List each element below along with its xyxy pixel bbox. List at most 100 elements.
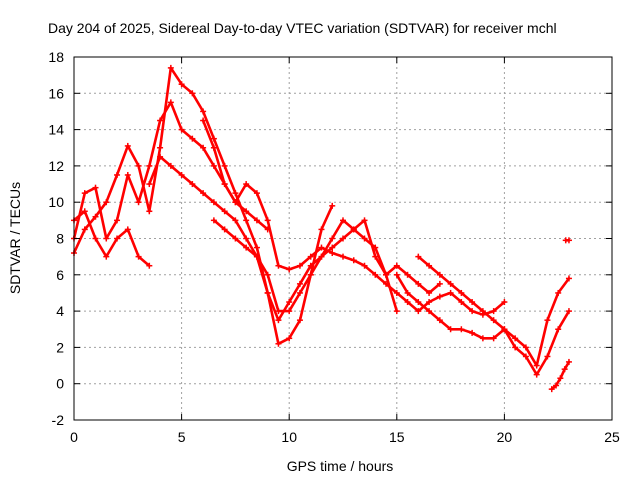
data-point (501, 299, 508, 306)
data-point (340, 235, 346, 242)
data-point (275, 317, 282, 324)
data-point (565, 275, 572, 282)
data-point (178, 171, 185, 178)
series-track-4 (148, 155, 442, 322)
y-tick-label: 14 (48, 122, 64, 138)
x-tick-label: 25 (604, 429, 620, 445)
data-point (393, 271, 400, 278)
data-point (92, 184, 99, 191)
data-point (436, 280, 443, 287)
data-point (415, 308, 422, 315)
data-point (404, 271, 411, 278)
data-point (340, 217, 346, 224)
data-point (210, 144, 217, 151)
data-point (200, 108, 207, 115)
data-point (329, 250, 336, 257)
data-point (555, 326, 562, 333)
data-point (329, 202, 336, 209)
data-point (372, 253, 379, 260)
data-point (189, 135, 196, 142)
data-point (178, 126, 185, 133)
data-point (135, 199, 142, 206)
data-point (243, 244, 250, 251)
data-point (307, 253, 314, 260)
data-point (167, 64, 174, 71)
data-point (253, 244, 260, 251)
data-point (490, 308, 497, 315)
data-point (350, 257, 357, 264)
data-point (189, 181, 196, 188)
x-tick-label: 0 (70, 429, 78, 445)
data-point (361, 235, 368, 242)
data-point (243, 217, 250, 224)
data-point (383, 271, 390, 278)
data-point (393, 262, 400, 269)
data-point (264, 271, 271, 278)
data-point (167, 99, 174, 106)
data-point (307, 271, 314, 278)
data-point (404, 299, 411, 306)
data-point (426, 299, 433, 306)
data-point (124, 142, 131, 149)
data-point (329, 235, 336, 242)
data-point (103, 253, 110, 260)
data-point (544, 353, 551, 360)
data-point (103, 199, 110, 206)
data-point (404, 289, 411, 296)
series-track-7 (395, 273, 571, 376)
data-point (243, 208, 250, 215)
data-point (393, 289, 400, 296)
data-point (286, 335, 293, 342)
data-point (426, 308, 433, 315)
data-point (157, 117, 164, 124)
data-point (340, 253, 346, 260)
data-point (565, 237, 572, 244)
data-point (146, 262, 153, 269)
series-track-2 (72, 101, 270, 240)
data-point (210, 217, 217, 224)
x-tick-label: 5 (178, 429, 186, 445)
x-tick-label: 15 (389, 429, 405, 445)
data-point (146, 181, 153, 188)
data-point (458, 289, 465, 296)
data-point (146, 162, 153, 169)
y-tick-label: 8 (56, 231, 64, 247)
data-point (307, 262, 314, 269)
data-point (533, 362, 540, 369)
data-point (469, 308, 476, 315)
data-point (135, 253, 142, 260)
data-point (275, 308, 282, 315)
data-point (447, 289, 454, 296)
data-point (318, 244, 325, 251)
data-point (221, 162, 228, 169)
data-point (253, 253, 260, 260)
y-axis-label: SDTVAR / TECUs (7, 182, 23, 294)
data-point (92, 213, 99, 220)
data-point (329, 244, 336, 251)
x-tick-label: 20 (497, 429, 513, 445)
data-point (200, 190, 207, 197)
data-point (243, 235, 250, 242)
data-point (548, 386, 555, 393)
data-point (81, 190, 88, 197)
x-axis-label: GPS time / hours (287, 458, 394, 474)
data-point (501, 326, 508, 333)
data-point (393, 308, 400, 315)
data-point (253, 190, 260, 197)
series-track-5 (201, 119, 506, 317)
data-point (157, 144, 164, 151)
data-point (124, 226, 131, 233)
data-point (232, 199, 239, 206)
data-point (296, 262, 303, 269)
data-point (146, 208, 153, 215)
data-point (469, 329, 476, 336)
data-point (189, 90, 196, 97)
y-axis-ticks: -2 0 2 4 6 8 10 12 14 16 18 (48, 49, 612, 428)
data-point (447, 326, 454, 333)
data-point (458, 326, 465, 333)
data-point (555, 289, 562, 296)
data-point (103, 235, 110, 242)
grid (74, 57, 612, 420)
series-track-6 (212, 219, 399, 313)
